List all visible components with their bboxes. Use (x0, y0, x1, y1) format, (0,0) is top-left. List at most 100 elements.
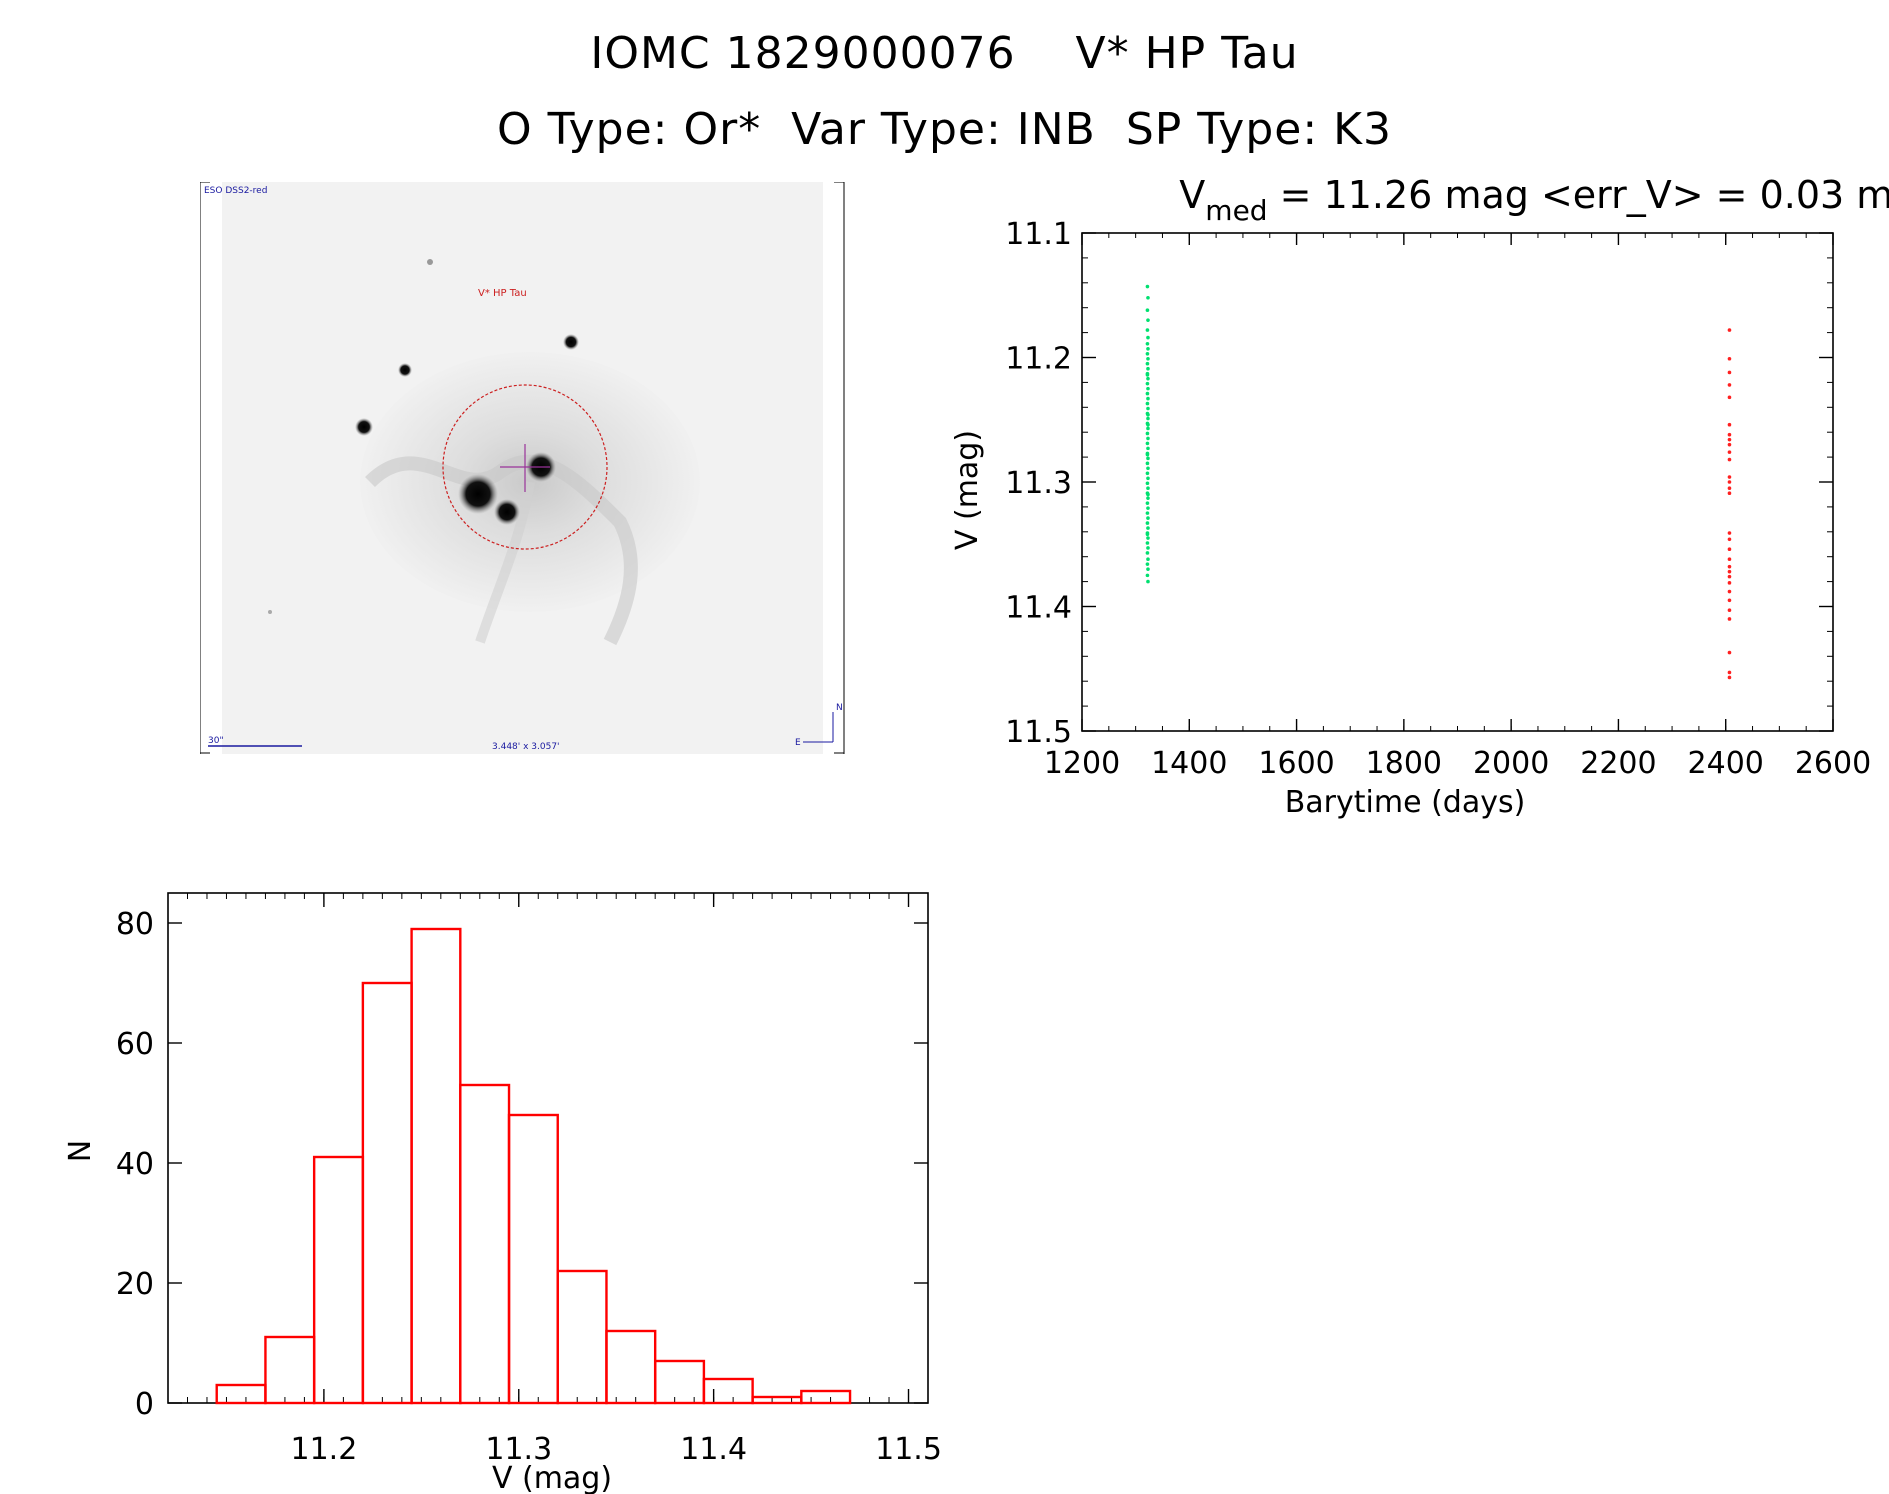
data-point (1727, 370, 1732, 375)
y-tick-label: 11.4 (1005, 591, 1072, 626)
histogram-ylabel: N (63, 1140, 98, 1162)
light-curve-ylabel: V (mag) (950, 430, 985, 550)
data-point (1145, 351, 1150, 356)
y-tick-label: 80 (116, 907, 154, 942)
data-point (1146, 416, 1150, 421)
data-point (1146, 335, 1150, 340)
y-tick-label: 11.5 (1005, 715, 1072, 750)
data-point (1145, 441, 1150, 446)
histogram-bar (312, 1155, 365, 1405)
data-point (1146, 466, 1150, 471)
data-point (1146, 579, 1150, 584)
star (458, 474, 498, 514)
data-point (1145, 461, 1150, 466)
data-point (1727, 547, 1732, 552)
y-tick-label: 11.2 (1005, 342, 1072, 377)
data-point (1145, 401, 1150, 406)
light-curve-chart: 1200 1400 1600 1800 2000 2200 2400 2600 11.1 11.2… (950, 173, 1889, 820)
data-point (1146, 446, 1150, 451)
data-point (1145, 342, 1150, 346)
data-point (1727, 650, 1732, 655)
data-point (1146, 376, 1150, 381)
data-point (1146, 536, 1150, 540)
data-point (1146, 356, 1150, 361)
histogram-bar (702, 1377, 754, 1405)
data-point (1146, 516, 1150, 520)
light-curve-xlabel: Barytime (days) (1285, 785, 1526, 820)
data-point (1146, 426, 1150, 431)
histogram-bar (751, 1395, 803, 1405)
x-tick-label: 1400 (1151, 746, 1227, 781)
data-point (1727, 598, 1732, 603)
light-curve-plot-frame (1081, 232, 1834, 732)
data-point (1727, 475, 1732, 479)
x-tick-label: 2000 (1473, 746, 1549, 781)
data-point (1146, 567, 1150, 571)
data-point (1145, 308, 1150, 312)
x-tick-label: 11.4 (680, 1432, 747, 1467)
object-label: V* HP Tau (478, 288, 527, 299)
figure-title: IOMC 1829000076 V* HP Tau (590, 28, 1299, 79)
histogram-bar (653, 1359, 706, 1405)
data-point (1145, 391, 1150, 396)
data-point (1145, 373, 1150, 377)
data-point (1145, 521, 1150, 525)
data-point (1145, 511, 1150, 515)
histogram-bar (556, 1269, 608, 1405)
data-point (1727, 432, 1732, 437)
data-point (1727, 531, 1732, 535)
data-point (1727, 670, 1732, 675)
x-tick-label: 2400 (1688, 746, 1764, 781)
data-point (1145, 452, 1150, 457)
data-point (1145, 284, 1150, 289)
y-tick-label: 40 (116, 1147, 154, 1182)
data-point (1146, 456, 1150, 461)
x-tick-label: 2200 (1580, 746, 1656, 781)
data-point (1146, 496, 1150, 500)
data-point (1727, 457, 1732, 462)
data-point (1727, 480, 1732, 484)
east-label: E (795, 738, 801, 748)
data-point (1145, 361, 1150, 366)
histogram-bar (800, 1389, 852, 1405)
target-circle (442, 384, 608, 550)
data-point (1146, 492, 1150, 497)
data-point (1727, 675, 1732, 680)
data-point (1727, 383, 1732, 387)
x-tick-label: 11.2 (290, 1432, 357, 1467)
star (398, 363, 412, 377)
x-tick-label: 11.3 (485, 1432, 552, 1467)
data-point (1727, 486, 1732, 491)
histogram-bar (264, 1335, 316, 1405)
light-curve-title: Vmed = 11.26 mag <err_V> = 0.03 mag (1179, 173, 1889, 227)
data-point (1146, 346, 1150, 351)
y-tick-label: 60 (116, 1027, 154, 1062)
data-point (1145, 481, 1150, 486)
x-tick-label: 1600 (1258, 746, 1334, 781)
histogram-xlabel: V (mag) (492, 1461, 612, 1494)
data-point (1727, 450, 1732, 454)
data-point (1145, 532, 1150, 537)
data-point (1146, 318, 1150, 322)
x-tick-label: 11.5 (875, 1432, 942, 1467)
data-point (1727, 589, 1732, 594)
histogram-bar (459, 1083, 511, 1405)
data-point (1145, 573, 1150, 578)
data-point (1145, 431, 1150, 436)
histogram-bar (410, 927, 462, 1405)
data-point (1146, 546, 1150, 550)
data-point (1145, 471, 1150, 476)
finder-image: V* HP Tau ESO DSS2-red 30" 3.448' x 3.05… (200, 182, 845, 754)
data-point (1146, 506, 1150, 510)
data-point (1727, 442, 1732, 447)
data-point (1146, 386, 1150, 391)
data-point (1146, 412, 1150, 417)
survey-label: ESO DSS2-red (204, 186, 267, 196)
figure-subtitle: O Type: Or* Var Type: INB SP Type: K3 (496, 104, 1392, 155)
fov-label: 3.448' x 3.057' (492, 742, 560, 752)
x-tick-label: 1800 (1366, 746, 1442, 781)
data-point (1727, 557, 1732, 561)
data-point (1146, 486, 1150, 491)
data-point (1727, 564, 1732, 569)
data-point (1146, 422, 1150, 427)
